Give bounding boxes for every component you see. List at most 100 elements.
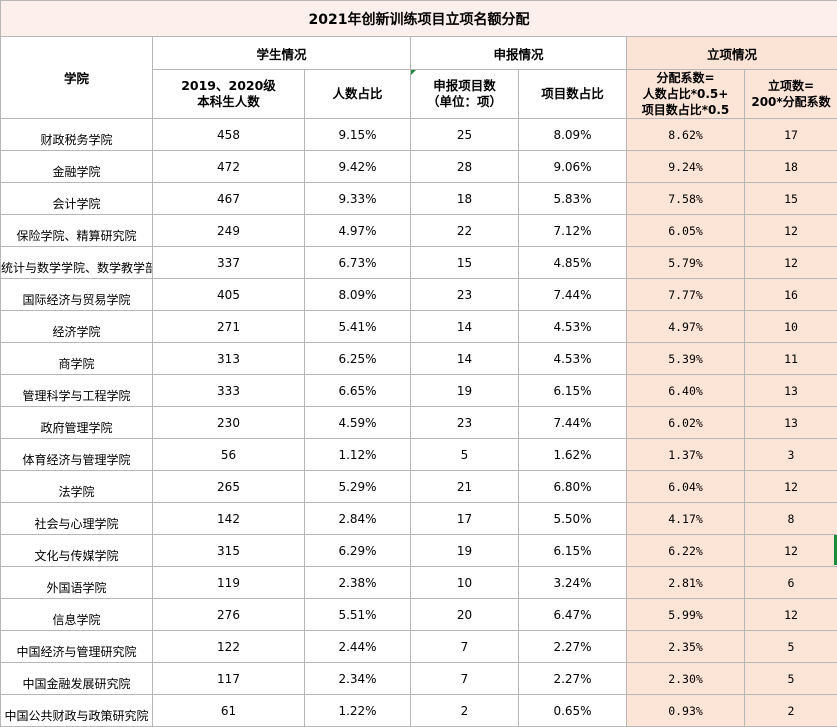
cell-students[interactable]: 313 (153, 343, 305, 375)
cell-approved[interactable]: 3 (745, 439, 837, 471)
cell-projects[interactable]: 14 (411, 311, 519, 343)
header-college[interactable]: 学院 (1, 37, 153, 119)
cell-approved[interactable]: 15 (745, 183, 837, 215)
cell-projects[interactable]: 7 (411, 663, 519, 695)
cell-college[interactable]: 文化与传媒学院 (1, 535, 153, 567)
cell-approved[interactable]: 5 (745, 663, 837, 695)
cell-student-ratio[interactable]: 5.29% (305, 471, 411, 503)
cell-students[interactable]: 405 (153, 279, 305, 311)
cell-students[interactable]: 265 (153, 471, 305, 503)
cell-coefficient[interactable]: 0.93% (627, 695, 745, 727)
cell-student-ratio[interactable]: 9.15% (305, 119, 411, 151)
cell-projects[interactable]: 19 (411, 375, 519, 407)
cell-students[interactable]: 333 (153, 375, 305, 407)
cell-student-ratio[interactable]: 8.09% (305, 279, 411, 311)
cell-approved[interactable]: 12 (745, 599, 837, 631)
cell-projects[interactable]: 2 (411, 695, 519, 727)
cell-project-ratio[interactable]: 3.24% (519, 567, 627, 599)
table-title[interactable]: 2021年创新训练项目立项名额分配 (1, 1, 837, 37)
cell-project-ratio[interactable]: 2.27% (519, 663, 627, 695)
cell-coefficient[interactable]: 6.04% (627, 471, 745, 503)
cell-college[interactable]: 外国语学院 (1, 567, 153, 599)
cell-students[interactable]: 56 (153, 439, 305, 471)
cell-approved[interactable]: 11 (745, 343, 837, 375)
cell-coefficient[interactable]: 6.22% (627, 535, 745, 567)
cell-approved[interactable]: 12 (745, 471, 837, 503)
cell-coefficient[interactable]: 2.81% (627, 567, 745, 599)
header-students-ratio[interactable]: 人数占比 (305, 70, 411, 119)
cell-projects[interactable]: 22 (411, 215, 519, 247)
cell-college[interactable]: 国际经济与贸易学院 (1, 279, 153, 311)
cell-approved[interactable]: 5 (745, 631, 837, 663)
cell-students[interactable]: 61 (153, 695, 305, 727)
cell-project-ratio[interactable]: 8.09% (519, 119, 627, 151)
cell-coefficient[interactable]: 4.17% (627, 503, 745, 535)
cell-project-ratio[interactable]: 6.80% (519, 471, 627, 503)
cell-projects[interactable]: 28 (411, 151, 519, 183)
header-students-count[interactable]: 2019、2020级 本科生人数 (153, 70, 305, 119)
cell-college[interactable]: 政府管理学院 (1, 407, 153, 439)
cell-college[interactable]: 财政税务学院 (1, 119, 153, 151)
cell-coefficient[interactable]: 6.02% (627, 407, 745, 439)
cell-students[interactable]: 122 (153, 631, 305, 663)
cell-student-ratio[interactable]: 9.42% (305, 151, 411, 183)
cell-project-ratio[interactable]: 5.83% (519, 183, 627, 215)
cell-student-ratio[interactable]: 4.59% (305, 407, 411, 439)
cell-projects[interactable]: 21 (411, 471, 519, 503)
cell-college[interactable]: 管理科学与工程学院 (1, 375, 153, 407)
cell-coefficient[interactable]: 7.58% (627, 183, 745, 215)
header-coefficient[interactable]: 分配系数= 人数占比*0.5+ 项目数占比*0.5 (627, 70, 745, 119)
cell-projects[interactable]: 5 (411, 439, 519, 471)
cell-student-ratio[interactable]: 6.73% (305, 247, 411, 279)
cell-projects[interactable]: 23 (411, 407, 519, 439)
cell-students[interactable]: 315 (153, 535, 305, 567)
cell-projects[interactable]: 14 (411, 343, 519, 375)
cell-students[interactable]: 117 (153, 663, 305, 695)
cell-student-ratio[interactable]: 1.12% (305, 439, 411, 471)
cell-project-ratio[interactable]: 1.62% (519, 439, 627, 471)
cell-student-ratio[interactable]: 5.51% (305, 599, 411, 631)
cell-coefficient[interactable]: 5.79% (627, 247, 745, 279)
cell-project-ratio[interactable]: 0.65% (519, 695, 627, 727)
cell-project-ratio[interactable]: 6.15% (519, 535, 627, 567)
cell-students[interactable]: 467 (153, 183, 305, 215)
cell-projects[interactable]: 20 (411, 599, 519, 631)
cell-students[interactable]: 337 (153, 247, 305, 279)
cell-project-ratio[interactable]: 7.12% (519, 215, 627, 247)
cell-student-ratio[interactable]: 6.29% (305, 535, 411, 567)
cell-coefficient[interactable]: 5.99% (627, 599, 745, 631)
cell-approved[interactable]: 10 (745, 311, 837, 343)
cell-students[interactable]: 230 (153, 407, 305, 439)
cell-approved[interactable]: 18 (745, 151, 837, 183)
cell-college[interactable]: 会计学院 (1, 183, 153, 215)
cell-approved[interactable]: 16 (745, 279, 837, 311)
cell-projects[interactable]: 19 (411, 535, 519, 567)
cell-student-ratio[interactable]: 2.34% (305, 663, 411, 695)
cell-approved[interactable]: 13 (745, 407, 837, 439)
cell-projects[interactable]: 25 (411, 119, 519, 151)
cell-projects[interactable]: 10 (411, 567, 519, 599)
cell-projects[interactable]: 7 (411, 631, 519, 663)
cell-students[interactable]: 271 (153, 311, 305, 343)
cell-project-ratio[interactable]: 4.53% (519, 343, 627, 375)
cell-project-ratio[interactable]: 7.44% (519, 407, 627, 439)
header-projects-ratio[interactable]: 项目数占比 (519, 70, 627, 119)
cell-student-ratio[interactable]: 2.44% (305, 631, 411, 663)
cell-project-ratio[interactable]: 5.50% (519, 503, 627, 535)
cell-project-ratio[interactable]: 7.44% (519, 279, 627, 311)
cell-coefficient[interactable]: 1.37% (627, 439, 745, 471)
cell-college[interactable]: 信息学院 (1, 599, 153, 631)
cell-projects[interactable]: 23 (411, 279, 519, 311)
cell-approved[interactable]: 13 (745, 375, 837, 407)
cell-project-ratio[interactable]: 4.85% (519, 247, 627, 279)
cell-coefficient[interactable]: 8.62% (627, 119, 745, 151)
cell-coefficient[interactable]: 6.05% (627, 215, 745, 247)
cell-coefficient[interactable]: 7.77% (627, 279, 745, 311)
cell-coefficient[interactable]: 6.40% (627, 375, 745, 407)
cell-project-ratio[interactable]: 2.27% (519, 631, 627, 663)
cell-student-ratio[interactable]: 6.65% (305, 375, 411, 407)
cell-college[interactable]: 保险学院、精算研究院 (1, 215, 153, 247)
cell-project-ratio[interactable]: 6.47% (519, 599, 627, 631)
cell-students[interactable]: 142 (153, 503, 305, 535)
cell-project-ratio[interactable]: 6.15% (519, 375, 627, 407)
